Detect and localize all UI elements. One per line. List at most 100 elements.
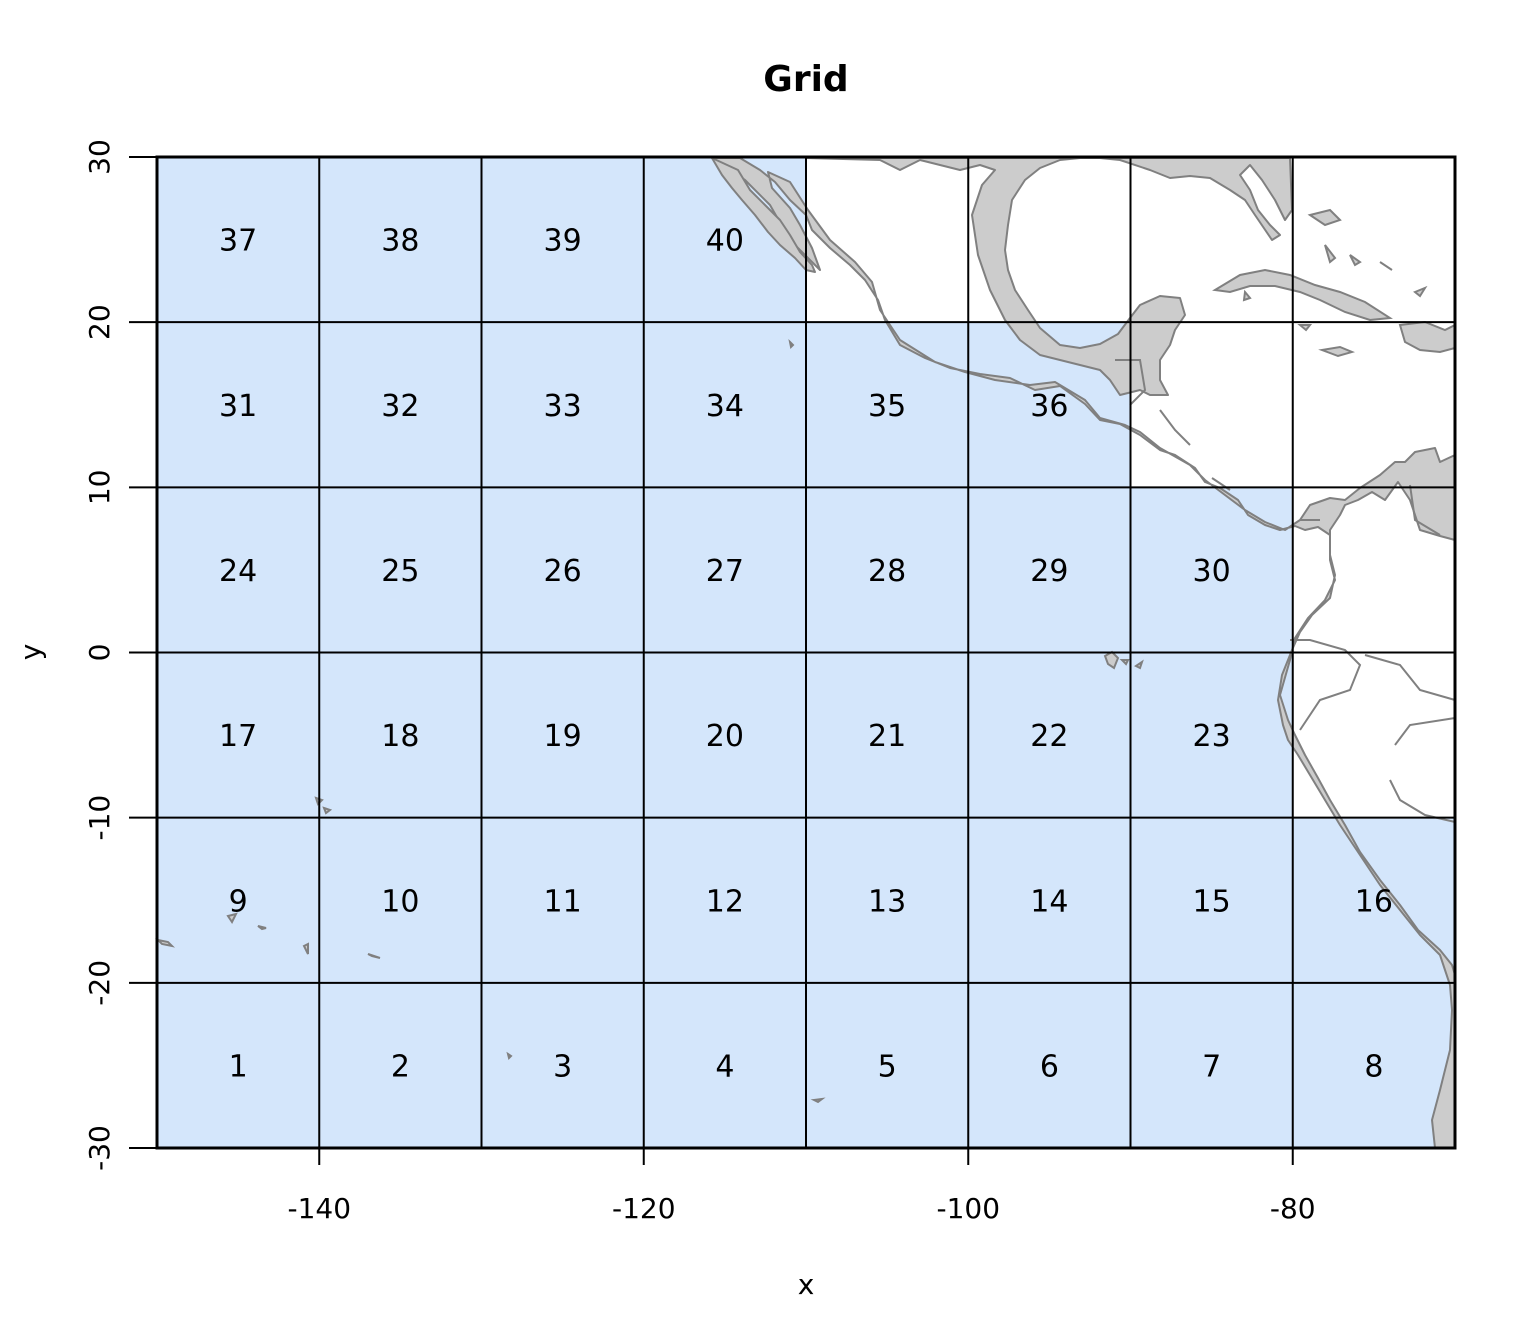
grid-cell xyxy=(1130,652,1293,818)
y-tick-label: 30 xyxy=(83,139,116,175)
x-tick-label: -80 xyxy=(1270,1192,1316,1225)
grid-cell xyxy=(1130,487,1293,653)
grid-cell xyxy=(806,487,969,653)
cell-id-label: 17 xyxy=(219,719,257,754)
cell-id-label: 8 xyxy=(1364,1049,1383,1084)
cell-id-label: 28 xyxy=(868,554,906,589)
cell-id-label: 2 xyxy=(391,1049,410,1084)
cell-id-label: 7 xyxy=(1202,1049,1221,1084)
y-tick-label: 10 xyxy=(83,470,116,506)
cell-id-label: 31 xyxy=(219,389,257,424)
cell-id-label: 25 xyxy=(381,554,419,589)
land-baja xyxy=(711,157,816,273)
cell-id-label: 5 xyxy=(878,1049,897,1084)
land-island-clipperton xyxy=(788,338,795,350)
land-layer xyxy=(154,157,1456,1149)
cell-id-label: 34 xyxy=(706,389,744,424)
y-tick-label: -20 xyxy=(83,960,116,1006)
grid-cell xyxy=(481,982,644,1148)
cell-id-label: 35 xyxy=(868,389,906,424)
cell-id-label: 16 xyxy=(1355,884,1393,919)
cell-id-label: 27 xyxy=(706,554,744,589)
grid-cell xyxy=(157,487,320,653)
grid-cell xyxy=(806,982,969,1148)
cell-id-label: 3 xyxy=(553,1049,572,1084)
cell-id-label: 15 xyxy=(1193,884,1231,919)
grid-cell xyxy=(643,487,806,653)
grid-cell xyxy=(643,322,806,488)
land-island-tuamotu-1 xyxy=(154,938,176,948)
cell-id-label: 1 xyxy=(229,1049,248,1084)
cell-id-label: 39 xyxy=(544,224,582,259)
grid-cell xyxy=(319,982,482,1148)
cell-id-label: 29 xyxy=(1030,554,1068,589)
grid-cell xyxy=(1292,817,1455,983)
land-north-america xyxy=(711,157,1456,1149)
grid-cell xyxy=(968,487,1131,653)
grid-cell xyxy=(1130,817,1293,983)
grid-cell xyxy=(319,652,482,818)
cell-id-label: 26 xyxy=(544,554,582,589)
cell-id-label: 20 xyxy=(706,719,744,754)
cell-id-label: 21 xyxy=(868,719,906,754)
cell-id-label: 12 xyxy=(706,884,744,919)
cell-id-label: 19 xyxy=(544,719,582,754)
grid-cell xyxy=(319,322,482,488)
grid-cell xyxy=(157,982,320,1148)
grid-cell xyxy=(481,817,644,983)
grid-cell xyxy=(1292,982,1455,1148)
land-mexico-us xyxy=(805,157,1293,396)
grid-cell xyxy=(319,817,482,983)
grid-cell xyxy=(806,817,969,983)
x-axis-label: x xyxy=(798,1268,815,1301)
land-bahamas xyxy=(1242,208,1428,332)
border-lines-central-america xyxy=(1115,359,1456,823)
land-island-tuamotu-2 xyxy=(226,912,238,924)
grid-cell xyxy=(968,652,1131,818)
cell-id-label: 14 xyxy=(1030,884,1068,919)
grid-cell xyxy=(806,322,969,488)
grid-cell xyxy=(968,982,1131,1148)
land-island-easter xyxy=(810,1097,826,1104)
x-tick-label: -140 xyxy=(287,1192,351,1225)
cell-id-label: 9 xyxy=(229,884,248,919)
grid-cell xyxy=(1130,982,1293,1148)
land-hispaniola xyxy=(1398,320,1456,354)
x-tick-label: -100 xyxy=(936,1192,1000,1225)
y-tick-label: -30 xyxy=(83,1125,116,1171)
grid-cell xyxy=(643,982,806,1148)
grid-cell xyxy=(157,652,320,818)
grid-cell xyxy=(968,817,1131,983)
cell-id-label: 18 xyxy=(381,719,419,754)
y-tick-label: 20 xyxy=(83,304,116,340)
cell-id-label: 33 xyxy=(544,389,582,424)
cell-id-label: 13 xyxy=(868,884,906,919)
y-tick-label: 0 xyxy=(83,644,116,662)
cell-id-label: 37 xyxy=(219,224,257,259)
y-axis-label: y xyxy=(14,644,47,661)
grid-cell xyxy=(481,157,644,323)
grid-cell xyxy=(806,652,969,818)
cell-id-label: 10 xyxy=(381,884,419,919)
grid-cell xyxy=(319,157,482,323)
land-island-pitcairn xyxy=(506,1051,513,1060)
cell-id-label: 4 xyxy=(715,1049,734,1084)
grid-cell xyxy=(643,817,806,983)
cell-id-label: 22 xyxy=(1030,719,1068,754)
grid-cell xyxy=(643,652,806,818)
land-cuba xyxy=(1212,268,1393,322)
grid-cell xyxy=(481,487,644,653)
x-tick-label: -120 xyxy=(612,1192,676,1225)
grid-cell xyxy=(319,487,482,653)
grid-cell xyxy=(481,652,644,818)
y-tick-label: -10 xyxy=(83,795,116,841)
chart-title: Grid xyxy=(763,59,848,100)
cell-id-label: 36 xyxy=(1030,389,1068,424)
cell-id-label: 23 xyxy=(1193,719,1231,754)
grid-cell xyxy=(157,817,320,983)
cell-id-label: 6 xyxy=(1040,1049,1059,1084)
land-island-tuamotu-5 xyxy=(367,953,381,959)
